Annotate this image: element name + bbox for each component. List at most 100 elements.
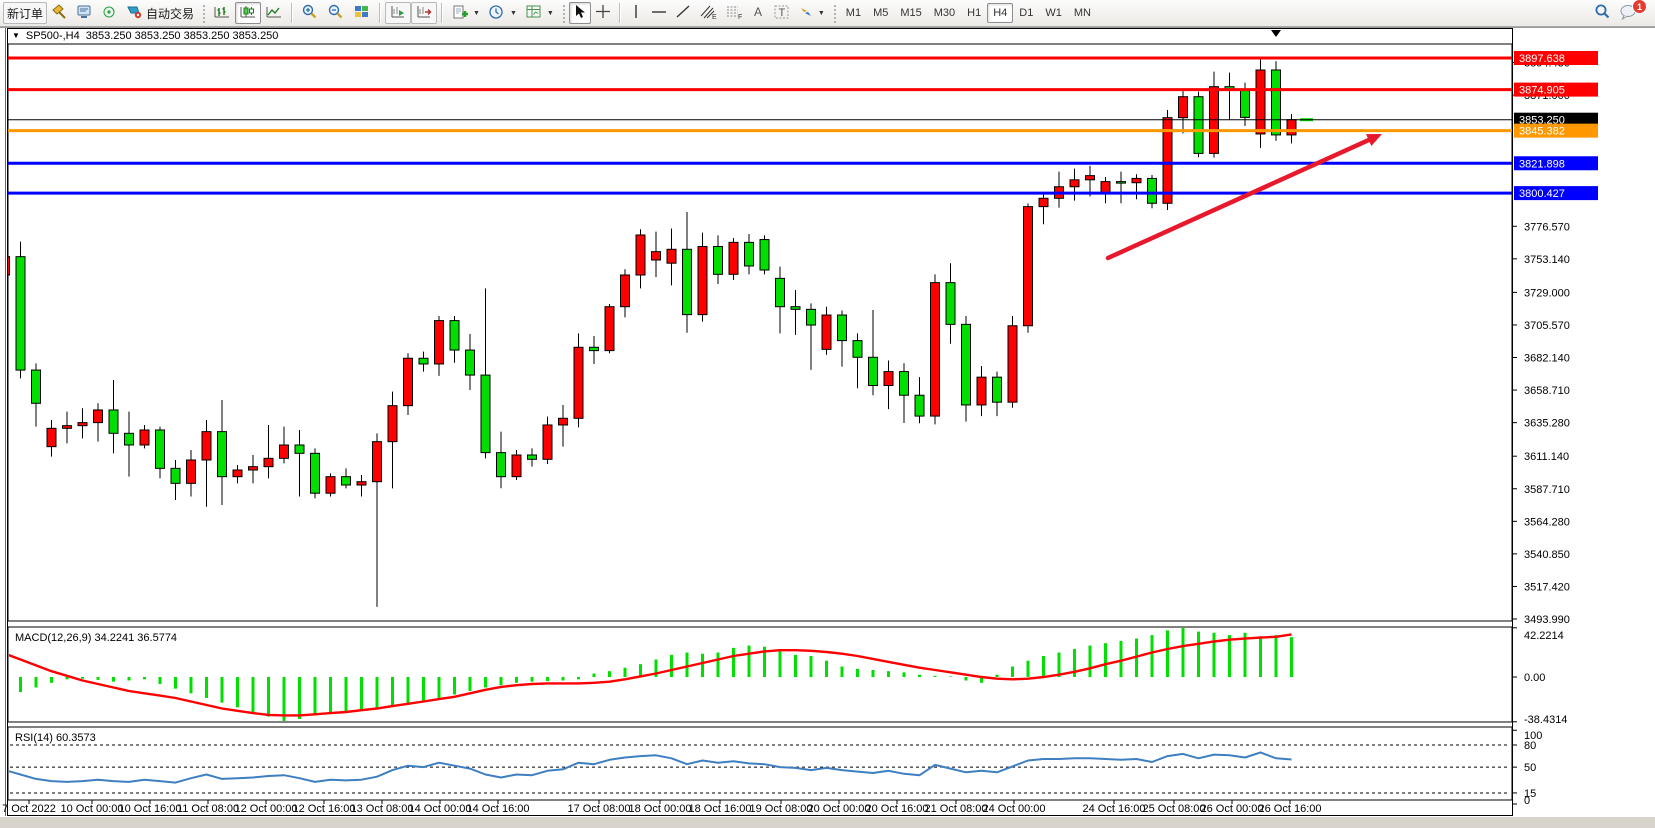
line-chart-mode-button[interactable] — [261, 2, 287, 24]
candle[interactable] — [201, 419, 212, 507]
candle[interactable] — [356, 475, 367, 497]
candle[interactable] — [325, 473, 336, 497]
candle[interactable] — [651, 231, 661, 278]
candle[interactable] — [976, 366, 987, 417]
timeframe-m30[interactable]: M30 — [933, 7, 956, 19]
timeframe-m5[interactable]: M5 — [873, 7, 889, 19]
candle[interactable] — [1131, 174, 1142, 200]
candle[interactable] — [170, 459, 181, 501]
candle[interactable] — [1069, 168, 1080, 201]
candle[interactable] — [961, 316, 971, 422]
add-indicator-button[interactable]: ▼ — [447, 2, 484, 24]
auto-scroll-button[interactable] — [385, 2, 412, 24]
candle[interactable] — [62, 411, 72, 444]
equidistant-channel-tool-button[interactable]: E — [695, 2, 721, 24]
candle[interactable] — [1271, 61, 1281, 141]
candlestick-mode-button[interactable] — [235, 2, 262, 24]
terminal-button[interactable] — [72, 2, 97, 24]
candle[interactable] — [341, 468, 351, 489]
candle[interactable] — [697, 232, 708, 322]
candle[interactable] — [511, 449, 522, 481]
timeframe-mn[interactable]: MN — [1073, 7, 1091, 19]
candle[interactable] — [139, 424, 150, 449]
candle[interactable] — [914, 377, 925, 424]
candle[interactable] — [294, 429, 305, 497]
candle[interactable] — [387, 391, 398, 489]
candle[interactable] — [1007, 316, 1018, 408]
cursor-tool-button[interactable] — [568, 2, 591, 24]
crosshair-tool-button[interactable] — [591, 2, 615, 24]
candle[interactable] — [124, 411, 134, 477]
chart-shift-button[interactable] — [411, 2, 438, 24]
candle[interactable] — [418, 351, 429, 372]
candle[interactable] — [217, 399, 227, 506]
zoom-in-button[interactable] — [297, 2, 323, 24]
candle[interactable] — [1085, 165, 1095, 197]
templates-button[interactable]: ▼ — [521, 2, 558, 24]
new-order-button[interactable]: 新订单 — [3, 2, 48, 24]
candle[interactable] — [883, 360, 894, 410]
candle[interactable] — [604, 304, 615, 354]
macd-panel[interactable] — [7, 626, 1513, 723]
text-tool-button[interactable]: A — [747, 2, 769, 24]
bar-chart-mode-button[interactable] — [209, 2, 235, 24]
candle[interactable] — [992, 371, 1002, 417]
candle[interactable] — [806, 303, 816, 370]
timeframe-d1[interactable]: D1 — [1019, 7, 1034, 19]
candle[interactable] — [1178, 90, 1188, 134]
notifications-button[interactable]: 1 — [1615, 0, 1647, 24]
candle[interactable] — [372, 433, 382, 607]
candle[interactable] — [589, 336, 599, 364]
candle[interactable] — [1023, 203, 1033, 333]
trend-arrow[interactable] — [1105, 134, 1382, 261]
timeframe-h1[interactable]: H1 — [967, 7, 982, 19]
candle[interactable] — [248, 454, 258, 484]
timeframe-h4[interactable]: H4 — [987, 3, 1014, 23]
text-label-tool-button[interactable]: T — [769, 2, 794, 24]
tile-windows-button[interactable] — [349, 2, 375, 24]
candle[interactable] — [155, 426, 165, 479]
candle[interactable] — [945, 263, 956, 344]
candle[interactable] — [77, 408, 88, 439]
fibonacci-tool-button[interactable]: F — [721, 2, 747, 24]
candle[interactable] — [1038, 193, 1049, 225]
periods-button[interactable]: ▼ — [484, 2, 521, 24]
candle[interactable] — [899, 363, 909, 424]
candle[interactable] — [775, 266, 785, 334]
auto-trading-button[interactable]: 自动交易 — [122, 2, 198, 24]
candle[interactable] — [310, 448, 320, 499]
candle[interactable] — [852, 333, 863, 389]
timeframe-w1[interactable]: W1 — [1045, 7, 1062, 19]
candle[interactable] — [496, 431, 506, 489]
candle[interactable] — [232, 465, 243, 484]
candle[interactable] — [15, 241, 26, 379]
market-watch-button[interactable] — [47, 2, 72, 24]
candle[interactable] — [821, 306, 832, 355]
candle[interactable] — [868, 310, 878, 396]
candle[interactable] — [682, 212, 692, 333]
candle[interactable] — [46, 419, 57, 457]
candle[interactable] — [1, 252, 10, 279]
candle[interactable] — [279, 426, 289, 464]
candle[interactable] — [759, 235, 770, 275]
candle[interactable] — [527, 448, 537, 467]
candle[interactable] — [542, 416, 553, 465]
candle[interactable] — [837, 310, 847, 367]
timeframe-m15[interactable]: M15 — [900, 7, 922, 19]
candle[interactable] — [790, 290, 801, 335]
main-plot-area[interactable] — [7, 43, 1513, 622]
candle[interactable] — [713, 235, 723, 285]
collapse-triangle-icon[interactable]: ▼ — [12, 31, 20, 40]
vertical-line-tool-button[interactable] — [625, 2, 647, 24]
chart-shift-marker-icon[interactable] — [1271, 30, 1281, 37]
candle[interactable] — [1162, 110, 1173, 210]
candle[interactable] — [1255, 58, 1266, 148]
candle[interactable] — [186, 449, 196, 497]
candle[interactable] — [263, 424, 274, 479]
candle[interactable] — [620, 269, 630, 318]
candle[interactable] — [930, 274, 940, 425]
candle[interactable] — [573, 333, 584, 428]
candle[interactable] — [1193, 91, 1204, 158]
candle[interactable] — [403, 353, 413, 415]
